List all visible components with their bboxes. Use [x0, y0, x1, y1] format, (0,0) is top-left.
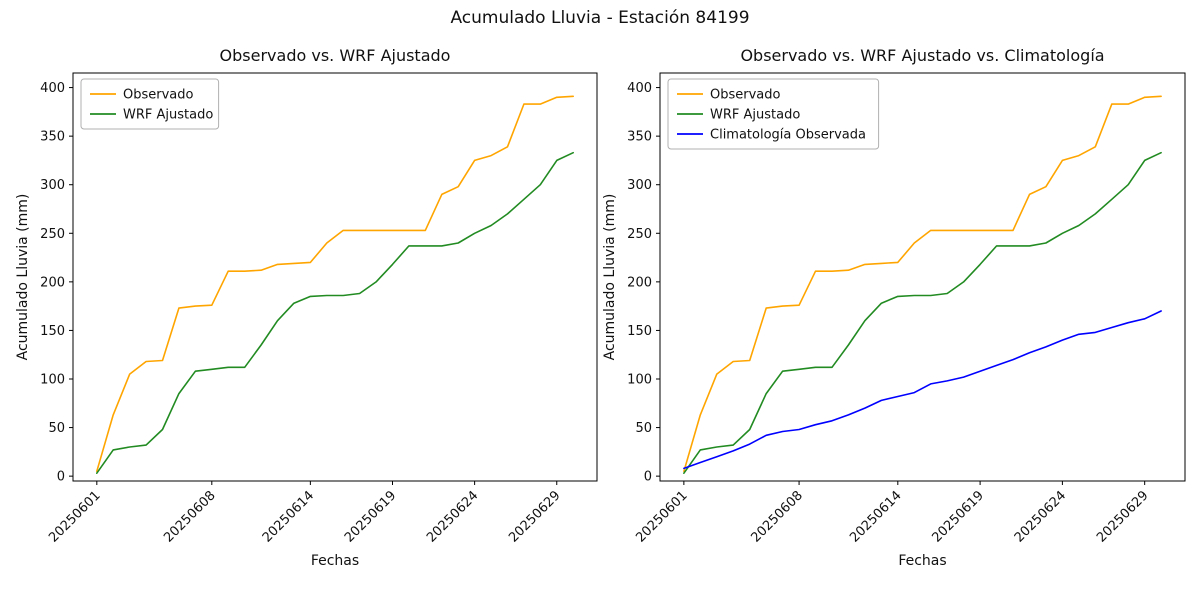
x-axis-label: Fechas: [898, 553, 946, 569]
series-line-observado: [683, 95, 1162, 473]
y-tick-label: 150: [627, 324, 652, 339]
legend: Observado WRF Ajustado Climatología Observ…: [667, 78, 880, 150]
series-line-wrf-ajustado: [683, 151, 1162, 475]
legend-label: WRF Ajustado: [710, 108, 800, 123]
x-tick-label: 20250624: [1012, 488, 1069, 545]
y-axis-label: Acumulado Lluvia (mm): [602, 194, 618, 361]
x-tick-label: 20250601: [633, 488, 690, 545]
subplot-title: Observado vs. WRF Ajustado vs. Climatolo…: [740, 46, 1104, 65]
y-tick-label: 250: [40, 227, 65, 242]
x-axis: 20250601 20250608 20250614 20250619 20250624…: [46, 481, 564, 546]
y-axis: 0 50 100 150 200 250 300 350 400: [40, 81, 73, 485]
y-tick-label: 150: [40, 324, 65, 339]
legend-box: [80, 78, 220, 130]
legend-label: Climatología Observada: [710, 128, 866, 143]
legend-label: WRF Ajustado: [123, 108, 213, 123]
chart-observado-vs-wrf: 0 50 100 150 200 250 300 350 400 20250601 20250608…: [15, 46, 598, 569]
x-tick-label: 20250601: [46, 488, 103, 545]
x-axis: 20250601 20250608 20250614 20250619 20250624…: [633, 481, 1152, 546]
subplot-title: Observado vs. WRF Ajustado: [220, 46, 451, 65]
plot-area: [72, 72, 598, 482]
series-line-wrf-ajustado: [96, 151, 575, 475]
x-tick-label: 20250629: [1094, 488, 1151, 545]
y-tick-label: 300: [627, 178, 652, 193]
y-tick-label: 200: [627, 275, 652, 290]
y-tick-label: 100: [627, 373, 652, 388]
x-axis-label: Fechas: [311, 553, 359, 569]
series-line-climatología-observada: [683, 310, 1162, 470]
x-tick-label: 20250624: [424, 488, 481, 545]
legend-label: Observado: [710, 88, 781, 103]
y-axis: 0 50 100 150 200 250 300 350 400: [627, 81, 660, 485]
x-tick-label: 20250608: [161, 488, 218, 545]
y-tick-label: 350: [627, 130, 652, 145]
x-tick-label: 20250614: [260, 488, 317, 545]
y-tick-label: 0: [57, 470, 65, 485]
legend-box: [667, 78, 880, 150]
x-tick-label: 20250619: [342, 488, 399, 545]
y-tick-label: 50: [635, 421, 652, 436]
y-tick-label: 200: [40, 275, 65, 290]
x-tick-label: 20250614: [847, 488, 904, 545]
y-tick-label: 350: [40, 130, 65, 145]
y-tick-label: 400: [40, 81, 65, 96]
y-tick-label: 250: [627, 227, 652, 242]
y-axis-label: Acumulado Lluvia (mm): [15, 194, 31, 361]
series-line-observado: [96, 95, 575, 473]
y-tick-label: 50: [48, 421, 65, 436]
y-tick-label: 0: [644, 470, 652, 485]
y-tick-label: 400: [627, 81, 652, 96]
legend: Observado WRF Ajustado: [80, 78, 220, 130]
x-tick-label: 20250619: [930, 488, 987, 545]
legend-label: Observado: [123, 88, 194, 103]
y-tick-label: 300: [40, 178, 65, 193]
chart-observado-vs-wrf-vs-climatologia: 0 50 100 150 200 250 300 350 400 20250601 20250608…: [602, 46, 1186, 569]
figure-title: Acumulado Lluvia - Estación 84199: [450, 8, 750, 28]
x-tick-label: 20250608: [748, 488, 805, 545]
y-tick-label: 100: [40, 373, 65, 388]
x-tick-label: 20250629: [506, 488, 563, 545]
